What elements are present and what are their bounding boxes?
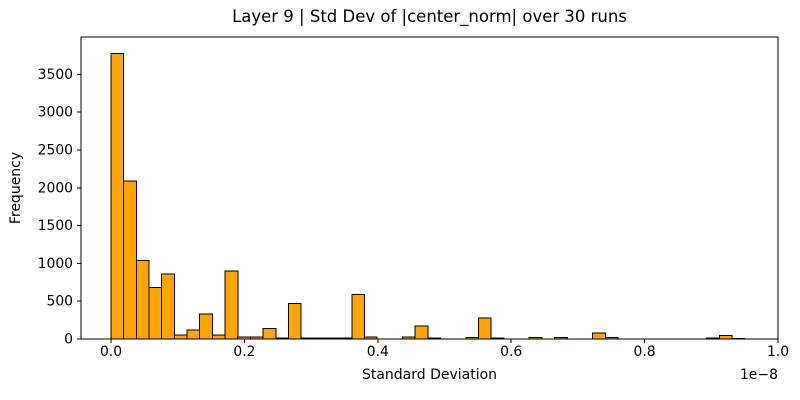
y-tick-label: 2500 [38, 143, 73, 159]
histogram-bar [135, 259, 150, 340]
histogram-bar [351, 293, 365, 340]
x-tick-label: 0.0 [100, 344, 122, 360]
histogram-bar [287, 303, 302, 340]
histogram-bar [173, 334, 188, 340]
y-tick-label: 500 [46, 294, 73, 310]
histogram-bar [110, 52, 125, 340]
histogram-bar [211, 334, 226, 340]
y-tick-label: 2000 [38, 180, 73, 196]
x-tick-label: 0.6 [500, 344, 522, 360]
x-tick-label: 0.4 [367, 344, 389, 360]
histogram-bar [148, 287, 163, 340]
x-tick-label: 0.8 [634, 344, 656, 360]
chart-title: Layer 9 | Std Dev of |center_norm| over … [232, 7, 627, 26]
histogram-bar [161, 273, 175, 340]
histogram-bar [186, 329, 201, 340]
histogram-bar [414, 325, 429, 340]
histogram-bar [224, 270, 239, 340]
axes-frame [80, 36, 779, 340]
y-axis-label: Frequency [8, 151, 24, 225]
x-tick-label: 1.0 [767, 344, 789, 360]
y-tick-label: 0 [64, 332, 73, 348]
histogram-bar [123, 180, 137, 340]
x-tick-label: 0.2 [233, 344, 255, 360]
histogram-bar [199, 313, 213, 340]
x-axis-offset-label: 1e−8 [739, 367, 778, 383]
y-tick-label: 1500 [38, 218, 73, 234]
histogram-bar [592, 332, 606, 340]
x-axis-label: Standard Deviation [361, 367, 498, 383]
histogram-bar [478, 317, 492, 340]
y-tick-label: 1000 [38, 256, 73, 272]
histogram-bar [718, 335, 733, 340]
y-tick-label: 3500 [38, 67, 73, 83]
histogram-bar [262, 327, 277, 340]
y-tick-label: 3000 [38, 105, 73, 121]
